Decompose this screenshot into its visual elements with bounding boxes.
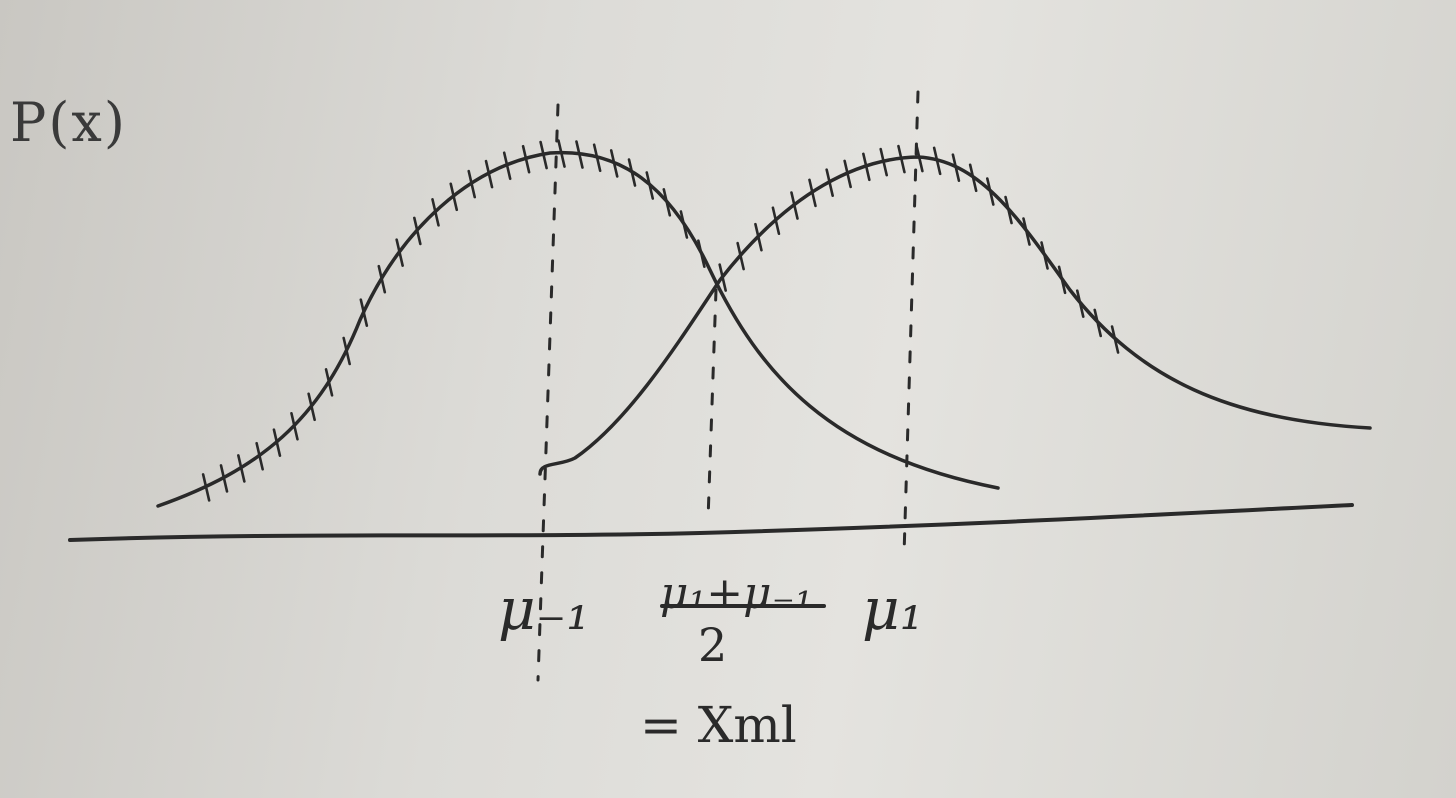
hatch-mark [592,143,602,173]
right-gaussian-curve [538,155,1372,476]
hatch-mark [557,139,566,168]
hatch-mark [502,151,512,181]
hatch-mark [521,144,531,174]
mu-pos-dashed-line [902,90,920,557]
fraction-bar [660,604,826,608]
hatch-mark [679,210,689,239]
hatch-mark [272,428,282,457]
hatch-mark [449,182,459,212]
hatch-mark [771,206,781,236]
hatch-mark [915,143,924,173]
x-axis [68,503,1354,542]
hatch-mark [825,168,834,197]
hatch-mark [539,140,548,170]
mu-neg-dashed-line [536,103,560,682]
hatch-mark [395,238,404,267]
hatch-mark [484,159,494,189]
hatch-mark [1093,308,1103,338]
hatch-mark [359,298,369,327]
hatch-mark [290,411,299,441]
left-gaussian-curve [156,150,1000,508]
mu-neg-label: μ₋₁ [498,575,590,643]
hatch-mark [862,152,871,182]
y-axis-label: P(x) [10,91,127,154]
hatch-mark [201,473,211,502]
hatch-mark [736,241,745,271]
hatch-mark [575,140,584,169]
hatch-mark [609,149,619,178]
hatch-mark [342,336,351,366]
hatch-mark [808,178,817,208]
hatch-mark [431,198,440,227]
hatch-mark [968,163,978,193]
hatch-mark [324,368,334,397]
mu-pos-label: μ₁ [862,575,923,643]
hatch-mark [879,147,889,177]
hatch-mark [307,392,316,422]
hatch-mark [377,264,387,294]
hatch-mark [645,171,655,200]
hatch-mark [697,239,706,268]
hatch-mark [790,191,799,220]
midpoint-dashed-line [706,288,718,522]
hatch-mark [237,454,246,483]
hatch-mark [897,144,906,174]
hatch-mark [843,159,852,189]
hatch-mark [718,263,727,292]
hatch-mark [1022,217,1031,246]
equals-xml-label: = Xml [640,696,797,754]
hatch-mark [662,188,672,217]
hatch-mark [413,216,422,246]
hatch-mark [627,158,637,187]
hatch-mark [255,441,264,471]
hatch-mark [1075,289,1085,318]
midpoint-numerator: μ₁+μ₋₁ [660,568,813,619]
hatch-mark [219,464,229,493]
hatch-mark [754,222,763,252]
hatch-marks [201,139,1120,502]
midpoint-denominator: 2 [698,618,728,672]
hatch-mark [986,177,995,206]
hatch-mark [932,146,942,176]
hatch-mark [1110,325,1120,354]
hatch-mark [1004,195,1013,225]
hatch-mark [1057,265,1067,295]
hatch-mark [1040,241,1049,270]
hatch-mark [951,153,961,182]
hatch-mark [467,169,477,199]
